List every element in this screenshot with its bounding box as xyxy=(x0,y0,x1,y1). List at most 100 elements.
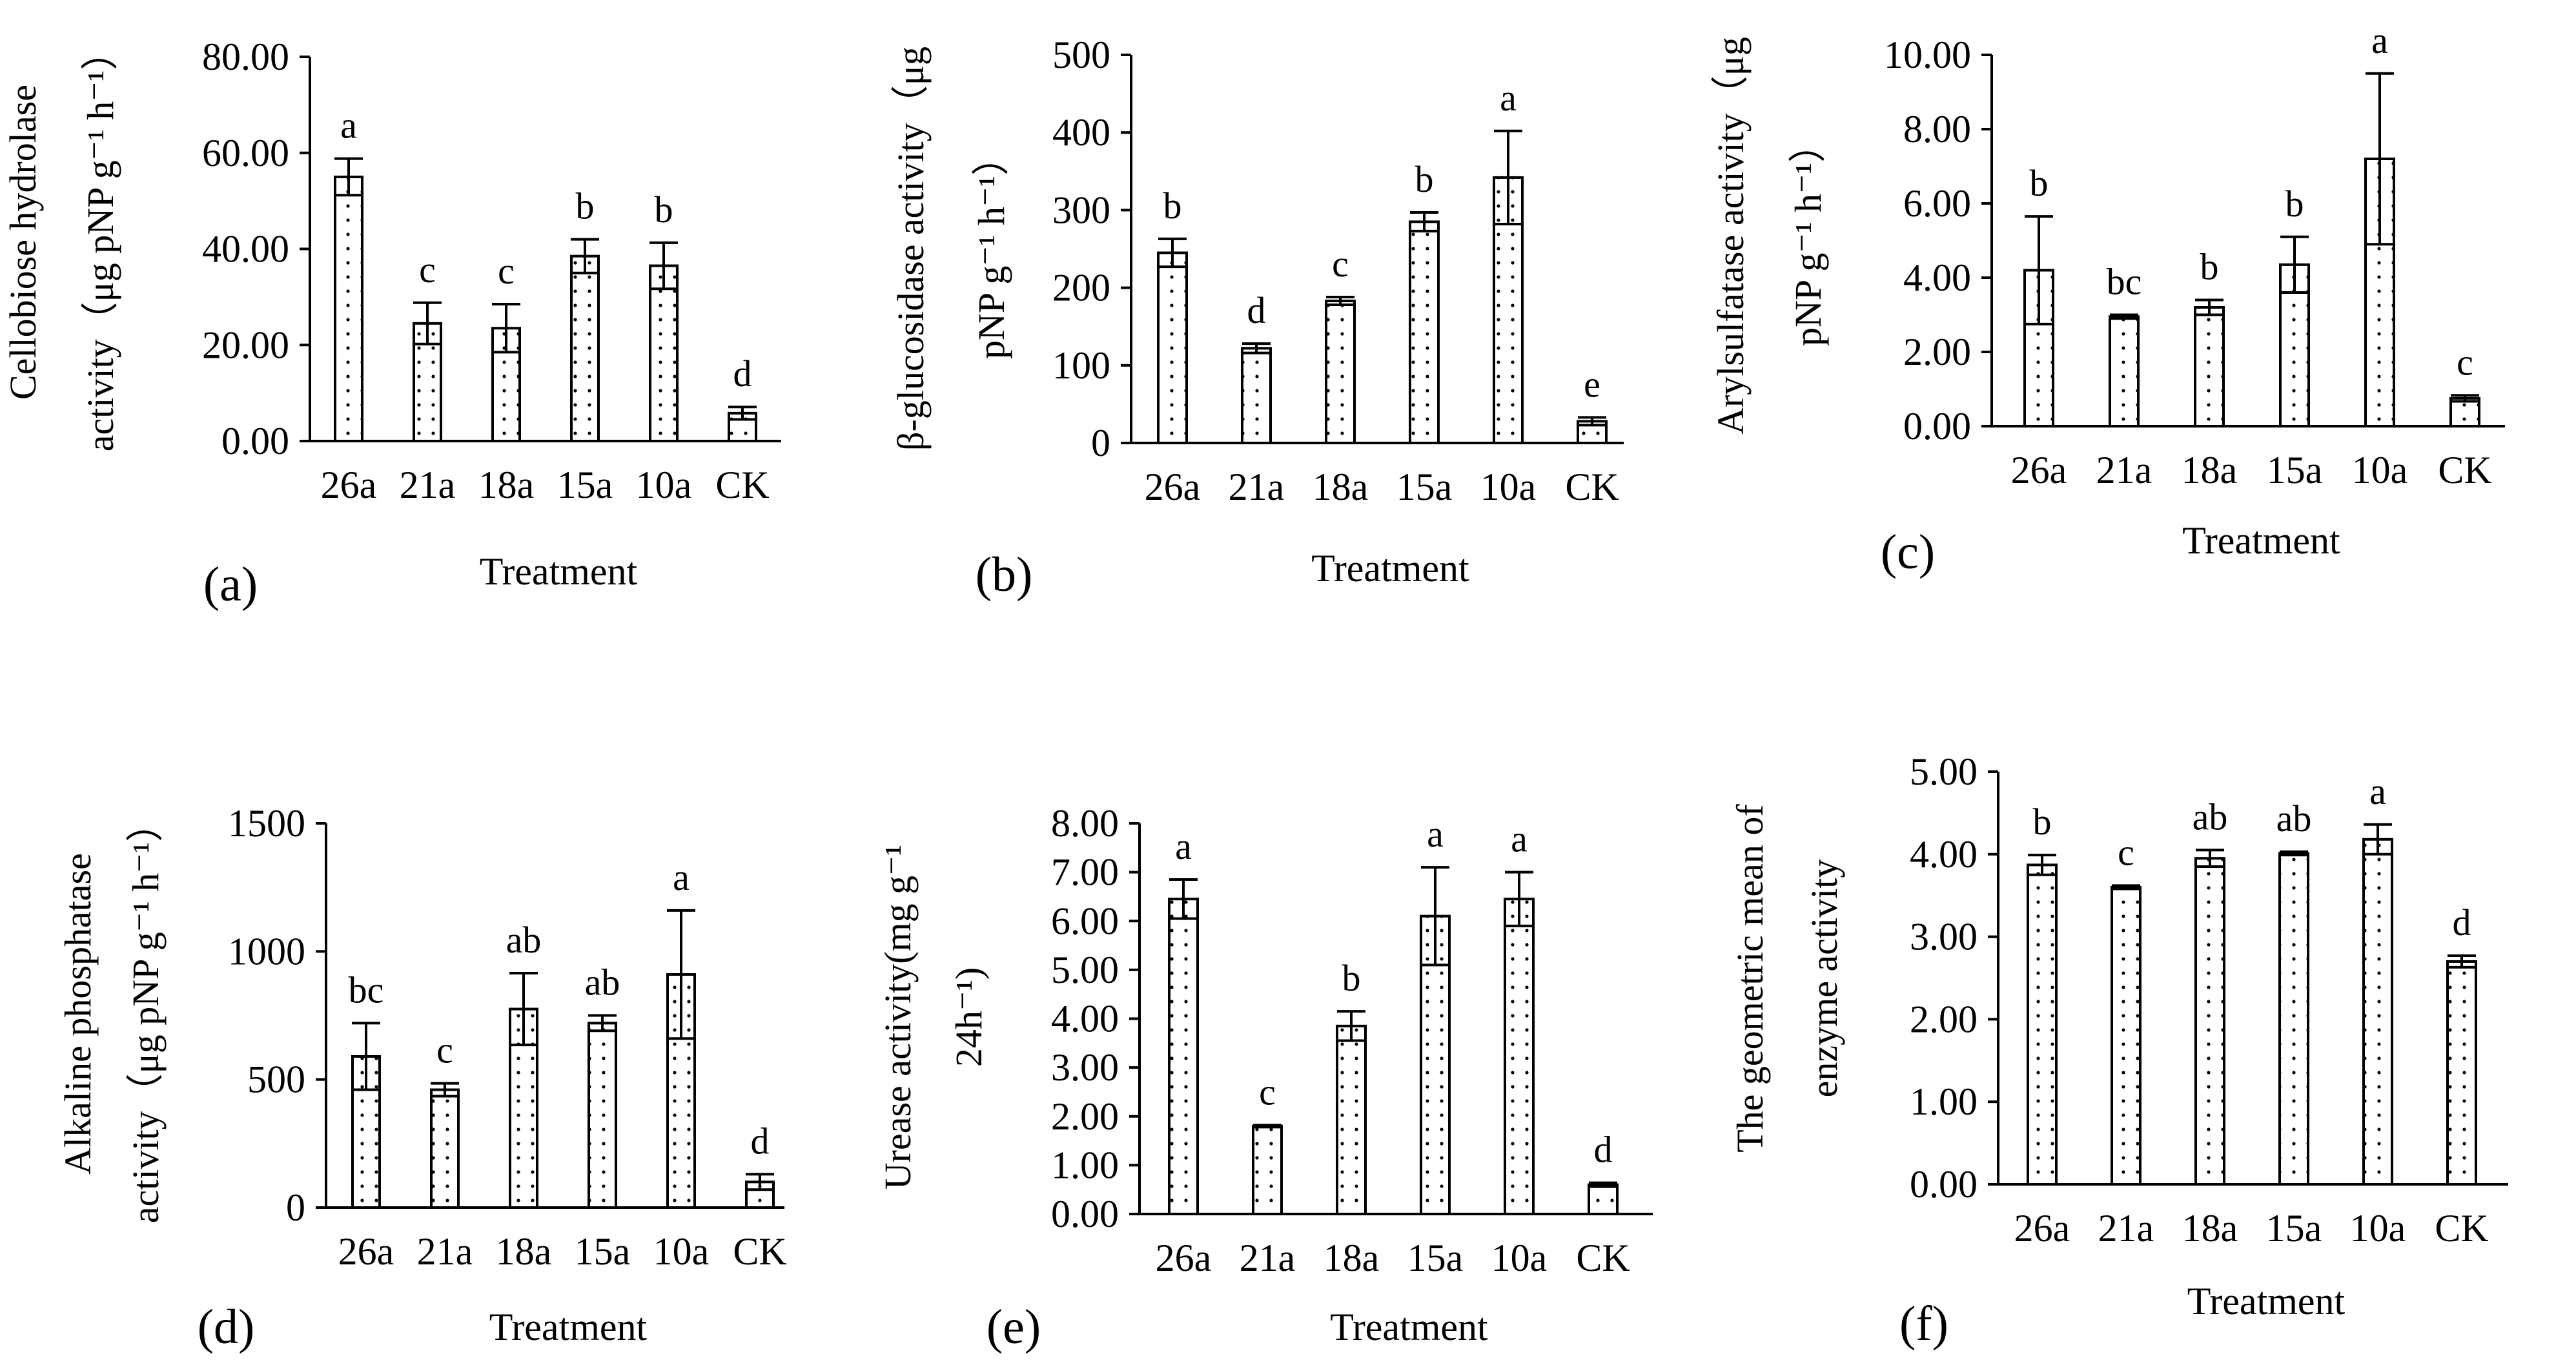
panel-label: (b) xyxy=(976,548,1033,602)
y-tick-label: 1.00 xyxy=(1910,1080,1978,1123)
y-tick-label: 4.00 xyxy=(1051,998,1119,1040)
chart-panel-4: 0 500 1000 1500 bc 26a c 21a ab 18a ab 15a a 10a d CK Tr… xyxy=(57,802,787,1354)
significance-letter: a xyxy=(2369,770,2386,812)
significance-letter: c xyxy=(1259,1071,1276,1113)
y-tick-label: 3.00 xyxy=(1910,916,1978,958)
bar-18a xyxy=(1325,300,1356,444)
bar-21a xyxy=(2111,885,2142,1186)
x-axis-label: Treatment xyxy=(489,1306,648,1348)
x-tick-label: 26a xyxy=(1145,466,1201,508)
y-axis-label: pNP g⁻¹ h⁻¹） xyxy=(970,138,1012,359)
y-tick-label: 400 xyxy=(1052,111,1110,154)
y-axis-label: pNP g⁻¹ h⁻¹） xyxy=(1787,125,1829,346)
y-tick-label: 1500 xyxy=(228,802,305,845)
y-axis-label: activity（μg pNP g⁻¹ h⁻¹） xyxy=(125,805,167,1224)
y-tick-label: 0 xyxy=(286,1186,305,1229)
panel-label: (a) xyxy=(203,557,258,612)
x-tick-label: CK xyxy=(715,464,769,506)
y-axis-label: 24h⁻¹) xyxy=(948,967,990,1067)
significance-letter: a xyxy=(1511,818,1528,860)
bar-26a xyxy=(1157,251,1188,444)
x-tick-label: 26a xyxy=(338,1230,394,1273)
bar-18a xyxy=(2194,857,2225,1186)
y-tick-label: 8.00 xyxy=(1051,802,1119,845)
bar-21a xyxy=(1252,1124,1283,1215)
x-tick-label: 15a xyxy=(1396,466,1453,508)
y-tick-label: 4.00 xyxy=(1910,833,1978,876)
x-tick-label: 18a xyxy=(478,464,535,506)
x-tick-label: 21a xyxy=(417,1230,473,1273)
y-tick-label: 2.00 xyxy=(1903,331,1971,373)
y-tick-label: 0 xyxy=(1091,422,1110,464)
significance-letter: a xyxy=(1500,77,1517,119)
x-axis-label: Treatment xyxy=(2187,1280,2346,1323)
significance-letter: a xyxy=(1175,825,1192,867)
significance-letter: b xyxy=(2285,183,2304,225)
x-tick-label: CK xyxy=(1565,466,1619,508)
x-tick-label: 15a xyxy=(2266,1207,2322,1250)
y-tick-label: 0.00 xyxy=(221,420,289,462)
bar-26a xyxy=(2027,863,2058,1186)
y-axis-label: Arylsulfatase activity（μg xyxy=(1710,37,1752,435)
chart-panel-2: 0 100 200 300 400 500 b 26a d 21a c 18a b 15a a 10a e CK T… xyxy=(890,34,1624,602)
significance-letter: c xyxy=(498,250,515,292)
y-tick-label: 4.00 xyxy=(1903,256,1971,299)
panel-label: (c) xyxy=(1881,525,1935,579)
y-tick-label: 80.00 xyxy=(202,36,289,78)
bar-15a xyxy=(2278,852,2309,1186)
x-tick-label: 18a xyxy=(1313,466,1369,508)
y-tick-label: 6.00 xyxy=(1903,182,1971,225)
significance-letter: bc xyxy=(349,969,384,1011)
x-axis-label: Treatment xyxy=(2182,519,2340,562)
bar-21a xyxy=(1241,347,1272,445)
y-tick-label: 0.00 xyxy=(1903,405,1971,448)
x-axis-label: Treatment xyxy=(1330,1306,1488,1348)
significance-letter: a xyxy=(1427,813,1444,855)
y-tick-label: 7.00 xyxy=(1051,851,1119,894)
x-tick-label: 10a xyxy=(1491,1237,1548,1279)
y-axis-label: β-glucosidase activity（μg xyxy=(890,46,932,451)
y-tick-label: 1.00 xyxy=(1051,1144,1119,1186)
bar-CK xyxy=(728,411,757,442)
chart-panel-5: 0.00 1.00 2.00 3.00 4.00 5.00 6.00 7.00 8.00 a 26a… xyxy=(877,802,1653,1354)
significance-letter: b xyxy=(1415,158,1434,200)
y-axis-label: Urease activity(mg g⁻¹ xyxy=(877,845,919,1189)
x-tick-label: 18a xyxy=(496,1230,552,1273)
significance-letter: bc xyxy=(2107,261,2142,303)
significance-letter: b xyxy=(2033,801,2052,843)
bar-18a xyxy=(2194,306,2225,427)
bar-21a xyxy=(2109,315,2140,427)
x-tick-label: 18a xyxy=(1324,1237,1380,1279)
x-tick-label: 18a xyxy=(2182,449,2238,491)
bar-26a xyxy=(1168,898,1199,1215)
x-tick-label: 15a xyxy=(575,1230,631,1273)
bar-15a xyxy=(588,1022,617,1209)
y-tick-label: 5.00 xyxy=(1051,949,1119,991)
significance-letter: b xyxy=(1163,185,1182,227)
y-tick-label: 3.00 xyxy=(1051,1046,1119,1089)
significance-letter: d xyxy=(751,1120,770,1162)
x-tick-label: 26a xyxy=(1156,1237,1212,1279)
significance-letter: d xyxy=(1247,289,1266,331)
x-tick-label: 10a xyxy=(636,464,692,506)
panel-label: (e) xyxy=(986,1300,1041,1354)
x-tick-label: 26a xyxy=(2014,1207,2070,1250)
bar-CK xyxy=(2446,960,2477,1186)
x-tick-label: 21a xyxy=(2096,449,2152,491)
bar-26a xyxy=(334,175,363,442)
y-tick-label: 2.00 xyxy=(1051,1095,1119,1138)
y-tick-label: 100 xyxy=(1052,344,1110,387)
x-tick-label: 21a xyxy=(1240,1237,1296,1279)
x-tick-label: CK xyxy=(2438,449,2491,491)
x-tick-label: 18a xyxy=(2182,1207,2238,1250)
chart-panel-6: 0.00 1.00 2.00 3.00 4.00 5.00 b 26a c 21a ab 18a ab 1… xyxy=(1729,750,2508,1351)
significance-letter: d xyxy=(733,353,752,395)
significance-letter: c xyxy=(2457,341,2473,383)
x-axis-label: Treatment xyxy=(1311,547,1469,590)
x-tick-label: 10a xyxy=(653,1230,710,1273)
significance-letter: b xyxy=(576,185,595,227)
x-tick-label: 15a xyxy=(2267,449,2323,491)
y-tick-label: 200 xyxy=(1052,267,1110,309)
x-tick-label: 10a xyxy=(1480,466,1537,508)
